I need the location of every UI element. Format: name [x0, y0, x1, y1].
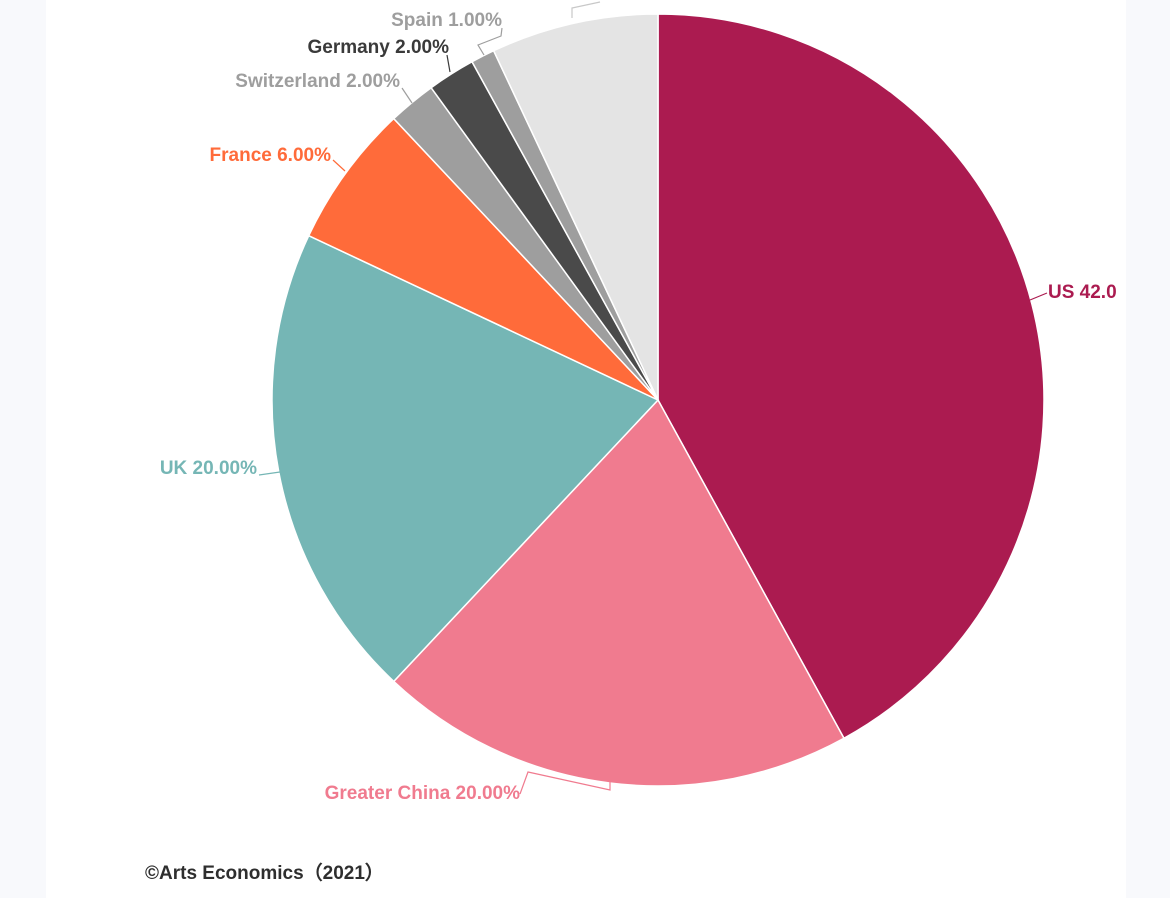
slice-label: Switzerland 2.00%	[235, 71, 400, 92]
pie-slice-us	[657, 13, 1045, 740]
pie-slices	[271, 13, 1045, 787]
leader-line	[571, 1, 601, 18]
leader-line	[401, 87, 413, 104]
slice-label: Spain 1.00%	[391, 10, 502, 31]
pie-slice-france	[307, 117, 659, 401]
leader-line	[446, 54, 451, 73]
leader-line	[477, 27, 503, 56]
leader-line	[519, 771, 611, 795]
label-leader-lines	[258, 1, 1048, 795]
slice-labels: US 42.0 Greater China 20.00% UK 20.00% Fran…	[160, 10, 1117, 804]
slice-label: France 6.00%	[210, 145, 332, 166]
slice-label: Germany 2.00%	[307, 37, 449, 58]
slice-label: Greater China 20.00%	[325, 783, 520, 804]
slice-label: US 42.0	[1048, 282, 1117, 303]
slice-label: UK 20.00%	[160, 458, 257, 479]
leader-line	[332, 159, 346, 172]
source-credit: ©Arts Economics（2021）	[145, 863, 384, 884]
leader-line	[258, 471, 281, 476]
leader-line	[1029, 292, 1048, 301]
pie-slice-other	[492, 13, 659, 401]
